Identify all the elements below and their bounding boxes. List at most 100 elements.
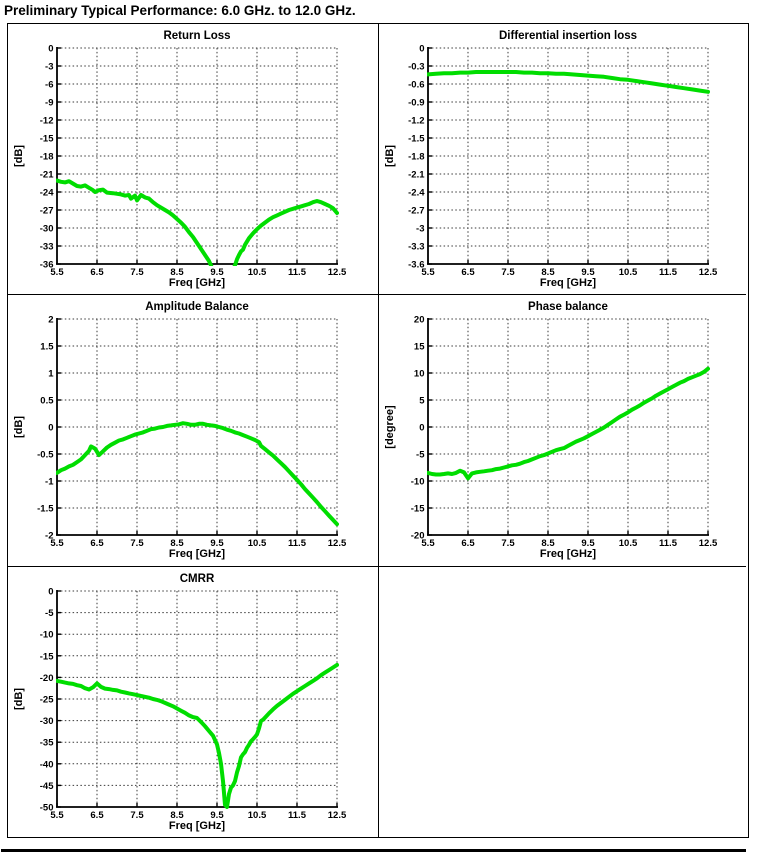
svg-text:6.5: 6.5 — [90, 810, 104, 821]
svg-text:-0.5: -0.5 — [37, 450, 54, 461]
svg-text:-35: -35 — [40, 738, 54, 749]
svg-text:10.5: 10.5 — [248, 267, 267, 278]
charts-table: 5.5 6.5 7.5 8.5 9.5 10.5 11.5 12.5 0 -3 -6 -9 -12 -15… — [7, 23, 749, 838]
svg-text:-6: -6 — [45, 80, 53, 91]
y-axis-label: [dB] — [13, 416, 25, 438]
y-axis-label: [degree] — [384, 405, 396, 449]
svg-text:-1: -1 — [45, 477, 54, 488]
svg-text:2: 2 — [48, 315, 53, 326]
tick-labels: 5.5 6.5 7.5 8.5 9.5 10.5 11.5 12.5 0 -0.3 -0.6 -0.9… — [408, 44, 718, 279]
svg-text:-33: -33 — [40, 242, 54, 253]
chart-cell-amplitude-balance: 5.5 6.5 7.5 8.5 9.5 10.5 11.5 12.5 2 1.5 1 0.5 0 -0.5… — [8, 295, 379, 567]
svg-text:0.5: 0.5 — [40, 396, 54, 407]
empty-cell — [379, 567, 746, 837]
svg-text:-3: -3 — [45, 62, 53, 73]
svg-text:8.5: 8.5 — [541, 267, 555, 278]
chart-title: CMRR — [180, 573, 215, 585]
chart-cell-cmrr: 5.5 6.5 7.5 8.5 9.5 10.5 11.5 12.5 0 -5 -10 -15 -20 -… — [8, 567, 379, 837]
svg-text:-36: -36 — [40, 260, 54, 271]
svg-text:0: 0 — [48, 423, 53, 434]
tick-labels: 5.5 6.5 7.5 8.5 9.5 10.5 11.5 12.5 20 15 10 5 0 -5 -10… — [411, 315, 718, 550]
svg-text:12.5: 12.5 — [328, 538, 347, 549]
svg-text:8.5: 8.5 — [541, 538, 555, 549]
svg-text:9.5: 9.5 — [581, 538, 595, 549]
svg-text:11.5: 11.5 — [288, 538, 307, 549]
svg-text:5.5: 5.5 — [50, 538, 64, 549]
x-axis-label: Freq [GHz] — [169, 277, 226, 289]
svg-text:11.5: 11.5 — [659, 538, 678, 549]
svg-text:0: 0 — [419, 423, 424, 434]
svg-text:-2.7: -2.7 — [408, 206, 424, 217]
svg-text:5.5: 5.5 — [421, 267, 435, 278]
svg-text:8.5: 8.5 — [170, 267, 184, 278]
svg-text:-24: -24 — [40, 188, 54, 199]
chart-title: Phase balance — [528, 301, 608, 313]
svg-text:-0.6: -0.6 — [408, 80, 424, 91]
svg-text:-50: -50 — [40, 803, 54, 814]
chart-cmrr: 5.5 6.5 7.5 8.5 9.5 10.5 11.5 12.5 0 -5 -10 -15 -20 -… — [8, 569, 378, 835]
cmrr-plot: 5.5 6.5 7.5 8.5 9.5 10.5 11.5 12.5 0 -5 -10 -15 -20 -… — [13, 573, 347, 832]
phase-balance-plot: 5.5 6.5 7.5 8.5 9.5 10.5 11.5 12.5 20 15 10 5 0 -5 -10… — [384, 301, 718, 560]
gridlines — [57, 318, 338, 535]
svg-text:-15: -15 — [40, 134, 54, 145]
svg-text:-30: -30 — [40, 224, 54, 235]
svg-text:12.5: 12.5 — [328, 810, 347, 821]
gridlines — [57, 590, 338, 807]
svg-text:9.5: 9.5 — [210, 538, 224, 549]
svg-text:-1.5: -1.5 — [408, 134, 425, 145]
differential-insertion-loss-plot: 5.5 6.5 7.5 8.5 9.5 10.5 11.5 12.5 0 -0.3 -0.6 -0.9… — [384, 30, 718, 289]
axes — [56, 318, 338, 536]
tick-labels: 5.5 6.5 7.5 8.5 9.5 10.5 11.5 12.5 0 -5 -10 -15 -20 -… — [40, 587, 347, 822]
x-axis-label: Freq [GHz] — [169, 548, 226, 560]
svg-text:-25: -25 — [40, 695, 54, 706]
svg-text:10.5: 10.5 — [619, 267, 638, 278]
svg-text:-3.6: -3.6 — [408, 260, 424, 271]
svg-text:-1.5: -1.5 — [37, 504, 54, 515]
chart-title: Return Loss — [163, 30, 230, 42]
y-axis-label: [dB] — [13, 145, 25, 167]
chart-cell-differential-insertion-loss: 5.5 6.5 7.5 8.5 9.5 10.5 11.5 12.5 0 -0.3 -0.6 -0.9… — [379, 24, 746, 295]
svg-text:-10: -10 — [411, 477, 425, 488]
x-axis-label: Freq [GHz] — [540, 548, 597, 560]
chart-cell-return-loss: 5.5 6.5 7.5 8.5 9.5 10.5 11.5 12.5 0 -3 -6 -9 -12 -15… — [8, 24, 379, 295]
svg-text:9.5: 9.5 — [581, 267, 595, 278]
svg-text:-15: -15 — [40, 651, 54, 662]
svg-text:8.5: 8.5 — [170, 810, 184, 821]
chart-title: Differential insertion loss — [499, 30, 637, 42]
svg-text:7.5: 7.5 — [130, 267, 144, 278]
svg-text:6.5: 6.5 — [461, 267, 475, 278]
svg-text:-40: -40 — [40, 759, 54, 770]
differential-insertion-loss-trace — [427, 70, 710, 94]
svg-text:7.5: 7.5 — [130, 538, 144, 549]
page-title: Preliminary Typical Performance: 6.0 GHz… — [4, 3, 356, 18]
svg-text:-2: -2 — [45, 531, 53, 542]
chart-return-loss: 5.5 6.5 7.5 8.5 9.5 10.5 11.5 12.5 0 -3 -6 -9 -12 -15… — [8, 26, 378, 292]
svg-text:1: 1 — [48, 369, 54, 380]
return-loss-trace — [56, 178, 339, 266]
y-axis-label: [dB] — [384, 145, 396, 167]
svg-text:0: 0 — [419, 44, 424, 55]
svg-text:-10: -10 — [40, 630, 54, 641]
svg-text:12.5: 12.5 — [328, 267, 347, 278]
axes — [56, 47, 338, 265]
svg-text:5.5: 5.5 — [50, 810, 64, 821]
svg-text:11.5: 11.5 — [659, 267, 678, 278]
svg-text:-0.3: -0.3 — [408, 62, 424, 73]
svg-text:-12: -12 — [40, 116, 54, 127]
gridlines — [428, 318, 709, 535]
svg-text:-5: -5 — [45, 608, 54, 619]
svg-text:20: 20 — [414, 315, 425, 326]
svg-text:7.5: 7.5 — [501, 267, 515, 278]
svg-text:-2.4: -2.4 — [408, 188, 425, 199]
chart-cell-phase-balance: 5.5 6.5 7.5 8.5 9.5 10.5 11.5 12.5 20 15 10 5 0 -5 -10… — [379, 295, 746, 567]
svg-text:5: 5 — [419, 396, 425, 407]
svg-text:-45: -45 — [40, 781, 54, 792]
svg-text:-1.8: -1.8 — [408, 152, 424, 163]
amplitude-balance-plot: 5.5 6.5 7.5 8.5 9.5 10.5 11.5 12.521.510.50-0.5… — [13, 301, 347, 560]
svg-text:-9: -9 — [45, 98, 53, 109]
svg-text:0: 0 — [48, 44, 53, 55]
svg-text:-3: -3 — [416, 224, 424, 235]
svg-text:7.5: 7.5 — [130, 810, 144, 821]
tick-labels: 5.5 6.5 7.5 8.5 9.5 10.5 11.5 12.5 0 -3 -6 -9 -12 -15… — [40, 44, 347, 279]
